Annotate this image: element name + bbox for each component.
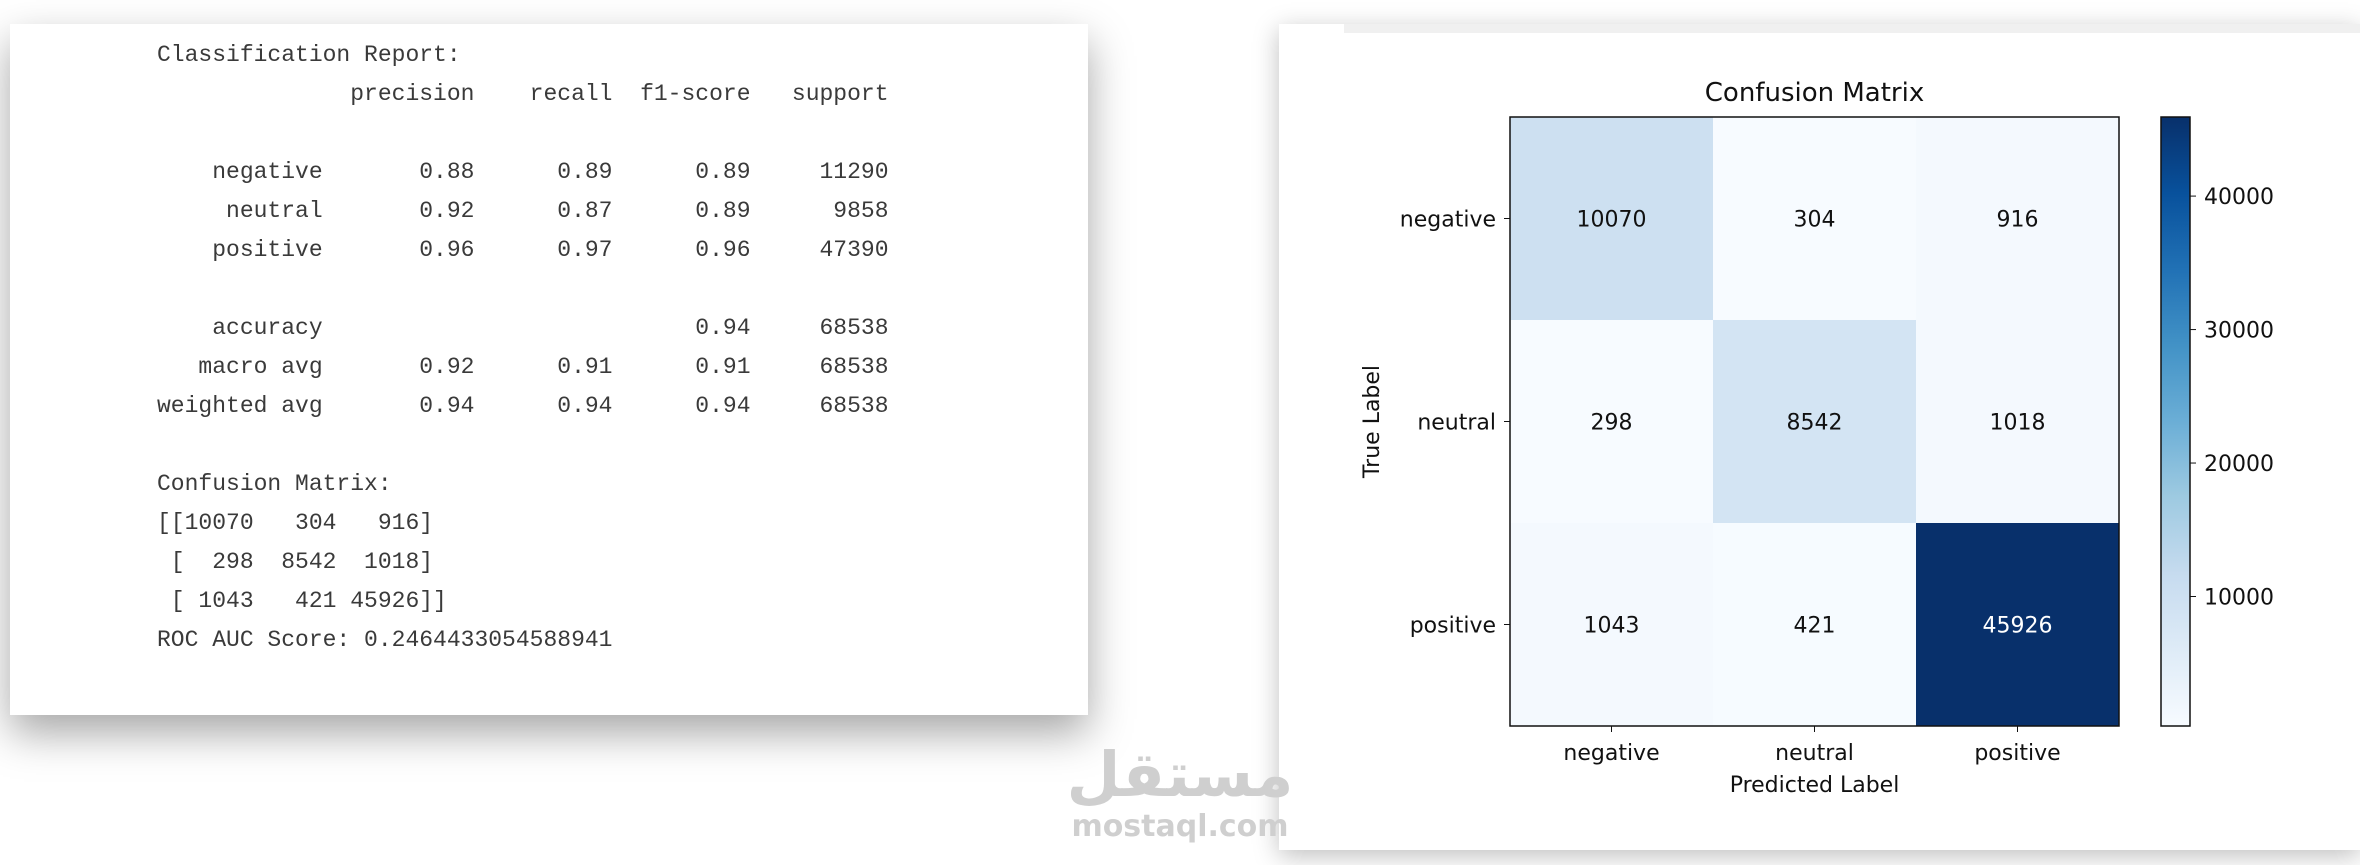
watermark: مستقل mostaql.com (1060, 740, 1300, 844)
y-tick-label: neutral (1417, 411, 1496, 436)
colorbar-tick-label: 40000 (2204, 185, 2274, 210)
x-tick-label: positive (1974, 741, 2060, 766)
report-header: precision recall f1-score support (157, 81, 889, 107)
cell-label: 298 (1591, 411, 1633, 436)
heatmap-cell (1510, 117, 1713, 320)
heatmap-cell (1510, 320, 1713, 523)
y-tick-label: negative (1400, 208, 1496, 233)
x-axis-label: Predicted Label (1730, 773, 1900, 798)
report-row: neutral 0.92 0.87 0.89 9858 (157, 198, 889, 224)
cell-label: 45926 (1983, 614, 2053, 639)
cell-label: 421 (1794, 614, 1836, 639)
report-row: accuracy 0.94 68538 (157, 315, 889, 341)
matrix-row: [ 1043 421 45926]] (157, 588, 447, 614)
x-tick-label: negative (1563, 741, 1659, 766)
watermark-arabic: مستقل (1066, 738, 1294, 811)
chart: Confusion Matrix 10070 304 916 298 8542 1018 10… (1360, 78, 2274, 798)
heatmap-cell (1510, 523, 1713, 726)
report-row: weighted avg 0.94 0.94 0.94 68538 (157, 393, 889, 419)
heatmap-cell (1713, 320, 1916, 523)
colorbar-tick-label: 30000 (2204, 319, 2274, 344)
colorbar-tick-label: 20000 (2204, 452, 2274, 477)
report-row: negative 0.88 0.89 0.89 11290 (157, 159, 889, 185)
cell-label: 1043 (1584, 614, 1640, 639)
heatmap-cell (1916, 320, 2119, 523)
chart-title: Confusion Matrix (1705, 78, 1924, 108)
cell-label: 10070 (1577, 208, 1647, 233)
top-bar (1344, 24, 2360, 33)
cell-label: 8542 (1787, 411, 1843, 436)
heatmap-cell (1916, 523, 2119, 726)
colorbar (2160, 116, 2191, 727)
y-tick-label: positive (1410, 614, 1496, 639)
x-tick-label: neutral (1775, 741, 1854, 766)
cell-label: 304 (1794, 208, 1836, 233)
report-panel: Classification Report: precision recall … (10, 24, 1088, 715)
matrix-row: [[10070 304 916] (157, 510, 434, 536)
watermark-latin: mostaql.com (1071, 809, 1289, 844)
heatmap-cell (1713, 523, 1916, 726)
roc-score: ROC AUC Score: 0.2464433054588941 (157, 627, 613, 653)
report-row: macro avg 0.92 0.91 0.91 68538 (157, 354, 889, 380)
colorbar-tick-label: 10000 (2204, 586, 2274, 611)
cell-label: 1018 (1990, 411, 2046, 436)
report-row: positive 0.96 0.97 0.96 47390 (157, 237, 889, 263)
matrix-title: Confusion Matrix: (157, 471, 392, 497)
chart-panel: Confusion Matrix 10070 304 916 298 8542 1018 10… (1279, 24, 2360, 850)
cell-label: 916 (1997, 208, 2039, 233)
report-title: Classification Report: (157, 42, 461, 68)
heatmap-cell (1916, 117, 2119, 320)
matrix-row: [ 298 8542 1018] (157, 549, 434, 575)
y-axis-label: True Label (1360, 365, 1385, 479)
heatmap-cell (1713, 117, 1916, 320)
